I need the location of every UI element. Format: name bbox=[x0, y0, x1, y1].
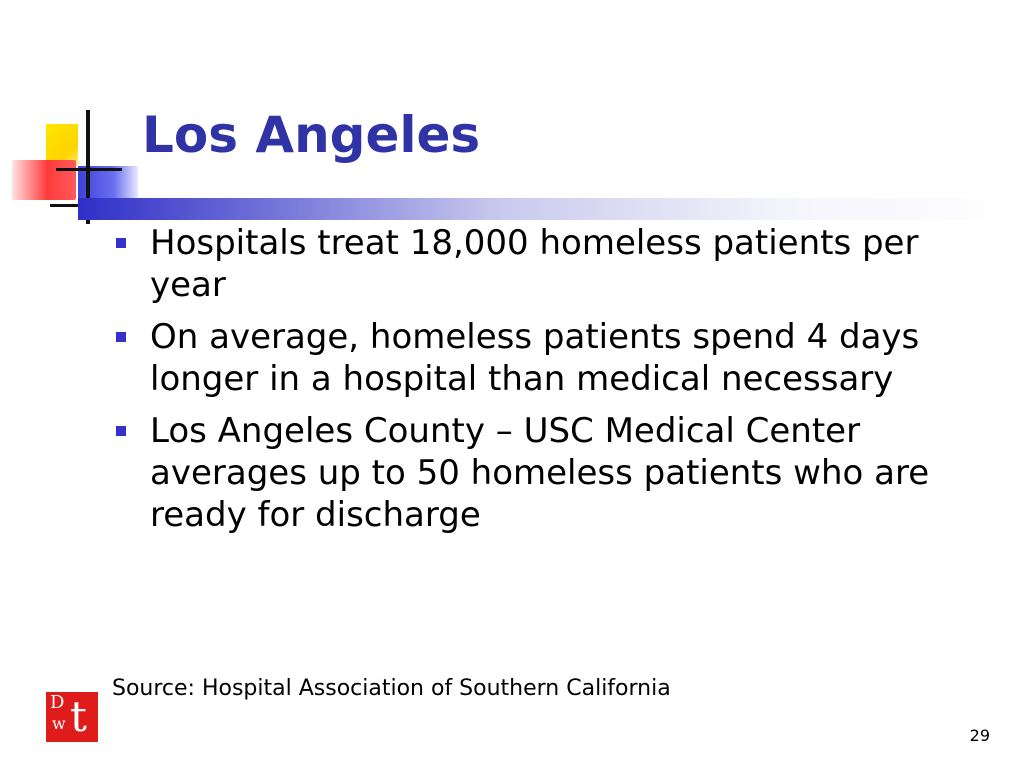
source-citation: Source: Hospital Association of Southern… bbox=[112, 676, 671, 701]
decorative-vertical-line bbox=[86, 110, 90, 224]
square-bullet-icon bbox=[116, 426, 126, 436]
square-bullet-icon bbox=[116, 332, 126, 342]
bullet-text: On average, homeless patients spend 4 da… bbox=[150, 317, 920, 399]
slide-title: Los Angeles bbox=[142, 106, 481, 164]
decorative-red-square bbox=[12, 160, 76, 200]
decorative-yellow-square bbox=[46, 124, 78, 166]
bullet-text: Los Angeles County – USC Medical Center … bbox=[150, 411, 930, 535]
square-bullet-icon bbox=[116, 238, 126, 248]
bullet-list: Hospitals treat 18,000 homeless patients… bbox=[112, 222, 1002, 546]
logo-letter-d: D bbox=[50, 692, 65, 713]
logo-letter-w: w bbox=[52, 714, 66, 733]
page-number: 29 bbox=[969, 726, 990, 745]
list-item: Hospitals treat 18,000 homeless patients… bbox=[112, 222, 1002, 306]
bullet-text: Hospitals treat 18,000 homeless patients… bbox=[150, 223, 919, 305]
dwt-logo: D w t bbox=[46, 692, 98, 742]
decorative-horizontal-line bbox=[56, 168, 122, 171]
logo-letter-t: t bbox=[70, 692, 87, 741]
list-item: Los Angeles County – USC Medical Center … bbox=[112, 410, 1002, 536]
title-underline-bar bbox=[78, 198, 1018, 220]
list-item: On average, homeless patients spend 4 da… bbox=[112, 316, 1002, 400]
